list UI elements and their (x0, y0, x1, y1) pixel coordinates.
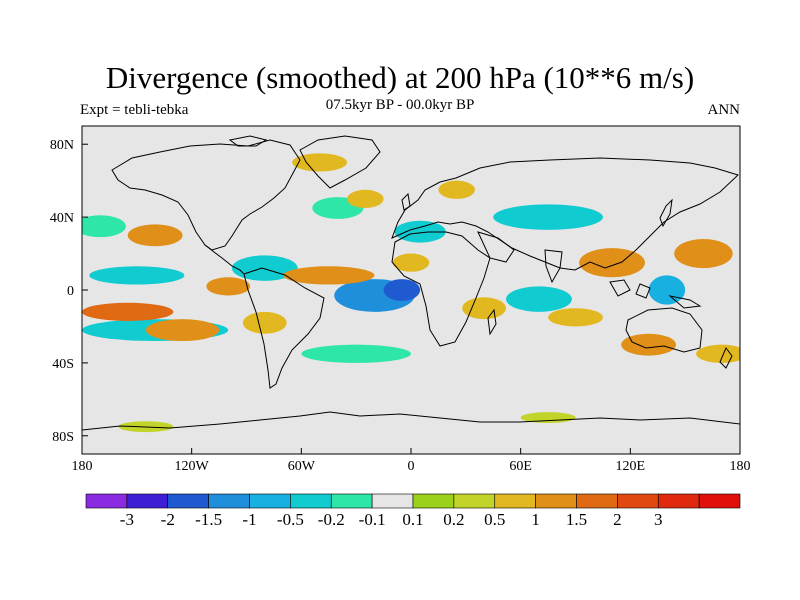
lon-tick-label-5: 120E (616, 459, 646, 474)
colorbar-swatch-1 (126, 493, 169, 509)
colorbar-swatch-15 (698, 493, 741, 509)
coastlines (82, 135, 740, 431)
lat-tick-label-0: 80N (50, 138, 74, 153)
colorbar-label-3: -1 (242, 510, 256, 529)
anomaly-cell-7 (394, 220, 446, 243)
anomaly-cell-18 (462, 297, 507, 320)
anomaly-cell-13 (145, 319, 220, 342)
lat-tick-label-1: 40N (50, 211, 74, 226)
colorbar-swatch-13 (617, 493, 659, 509)
period-label: 07.5kyr BP - 00.0kyr BP (325, 97, 475, 113)
colorbar-swatch-6 (330, 493, 373, 509)
colorbar-swatch-3 (208, 493, 250, 509)
colorbar-swatch-12 (576, 493, 618, 509)
lat-tick-label-3: 40S (52, 357, 74, 372)
anomaly-cell-10 (301, 344, 411, 363)
colorbar-label-4: -0.5 (277, 510, 304, 529)
plot-title: Divergence (smoothed) at 200 hPa (10**6 … (105, 60, 695, 95)
season-label: ANN (707, 102, 741, 118)
anomaly-cell-21 (674, 238, 733, 269)
anomaly-cell-23 (548, 308, 603, 327)
colorbar-swatch-0 (85, 493, 128, 509)
anomaly-cell-22 (621, 333, 677, 356)
lon-tick-label-1: 120W (175, 459, 210, 474)
colorbar-label-6: -0.1 (359, 510, 386, 529)
colorbar-label-11: 1.5 (566, 510, 587, 529)
anomaly-cell-8 (648, 275, 686, 305)
anomaly-cell-2 (231, 255, 298, 281)
anomaly-cell-27 (696, 344, 740, 363)
colorbar-swatch-9 (453, 493, 496, 509)
lon-tick-label-6: 180 (730, 459, 751, 474)
colorbar-swatch-11 (535, 493, 577, 509)
lon-tick-label-0: 180 (72, 459, 93, 474)
colorbar-swatch-10 (494, 493, 536, 509)
experiment-label: Expt = tebli-tebka (80, 102, 189, 118)
anomaly-cell-15 (127, 224, 183, 247)
divergence-field (82, 153, 740, 433)
colorbar-label-12: 2 (613, 510, 622, 529)
colorbar-label-13: 3 (654, 510, 663, 529)
lat-tick-label-4: 80S (52, 430, 74, 445)
colorbar-swatch-2 (167, 493, 209, 509)
colorbar-label-9: 0.5 (484, 510, 505, 529)
colorbar-swatch-4 (249, 493, 291, 509)
colorbar-swatch-7 (371, 493, 414, 509)
colorbar: -3 -2 -1.5 -1 -0.5 -0.2 -0.1 0.1 0.2 0.5 1 1.5 2 3 (85, 493, 741, 529)
anomaly-cell-19 (392, 253, 430, 272)
colorbar-label-5: -0.2 (318, 510, 345, 529)
lon-tick-label-3: 0 (408, 459, 415, 474)
anomaly-cell-17 (242, 311, 287, 334)
anomaly-cell-12 (82, 302, 174, 321)
map-axes: 180 120W 60W 0 60E 120E 180 80N 40N 0 40S 80S (50, 138, 751, 474)
lat-tick-label-2: 0 (67, 284, 74, 299)
colorbar-label-1: -2 (161, 510, 175, 529)
colorbar-label-8: 0.2 (443, 510, 464, 529)
anomaly-cell-20 (579, 248, 645, 278)
colorbar-label-2: -1.5 (195, 510, 222, 529)
anomaly-cell-1 (383, 279, 421, 301)
anomaly-cell-3 (89, 266, 185, 285)
colorbar-swatch-14 (657, 493, 700, 509)
colorbar-label-10: 1 (531, 510, 540, 529)
lon-tick-label-2: 60W (288, 459, 316, 474)
colorbar-swatch-5 (290, 493, 332, 509)
colorbar-label-7: 0.1 (402, 510, 423, 529)
anomaly-cell-14 (283, 266, 375, 285)
anomaly-cell-16 (206, 277, 251, 296)
anomaly-cell-6 (493, 204, 603, 230)
colorbar-label-0: -3 (120, 510, 134, 529)
anomaly-cell-26 (438, 180, 475, 199)
anomaly-cell-11 (82, 215, 126, 238)
anomaly-cell-5 (506, 286, 572, 312)
colorbar-swatch-8 (412, 493, 455, 509)
lon-tick-label-4: 60E (509, 459, 532, 474)
anomaly-cell-25 (347, 189, 384, 208)
anomaly-cell-24 (292, 153, 348, 172)
